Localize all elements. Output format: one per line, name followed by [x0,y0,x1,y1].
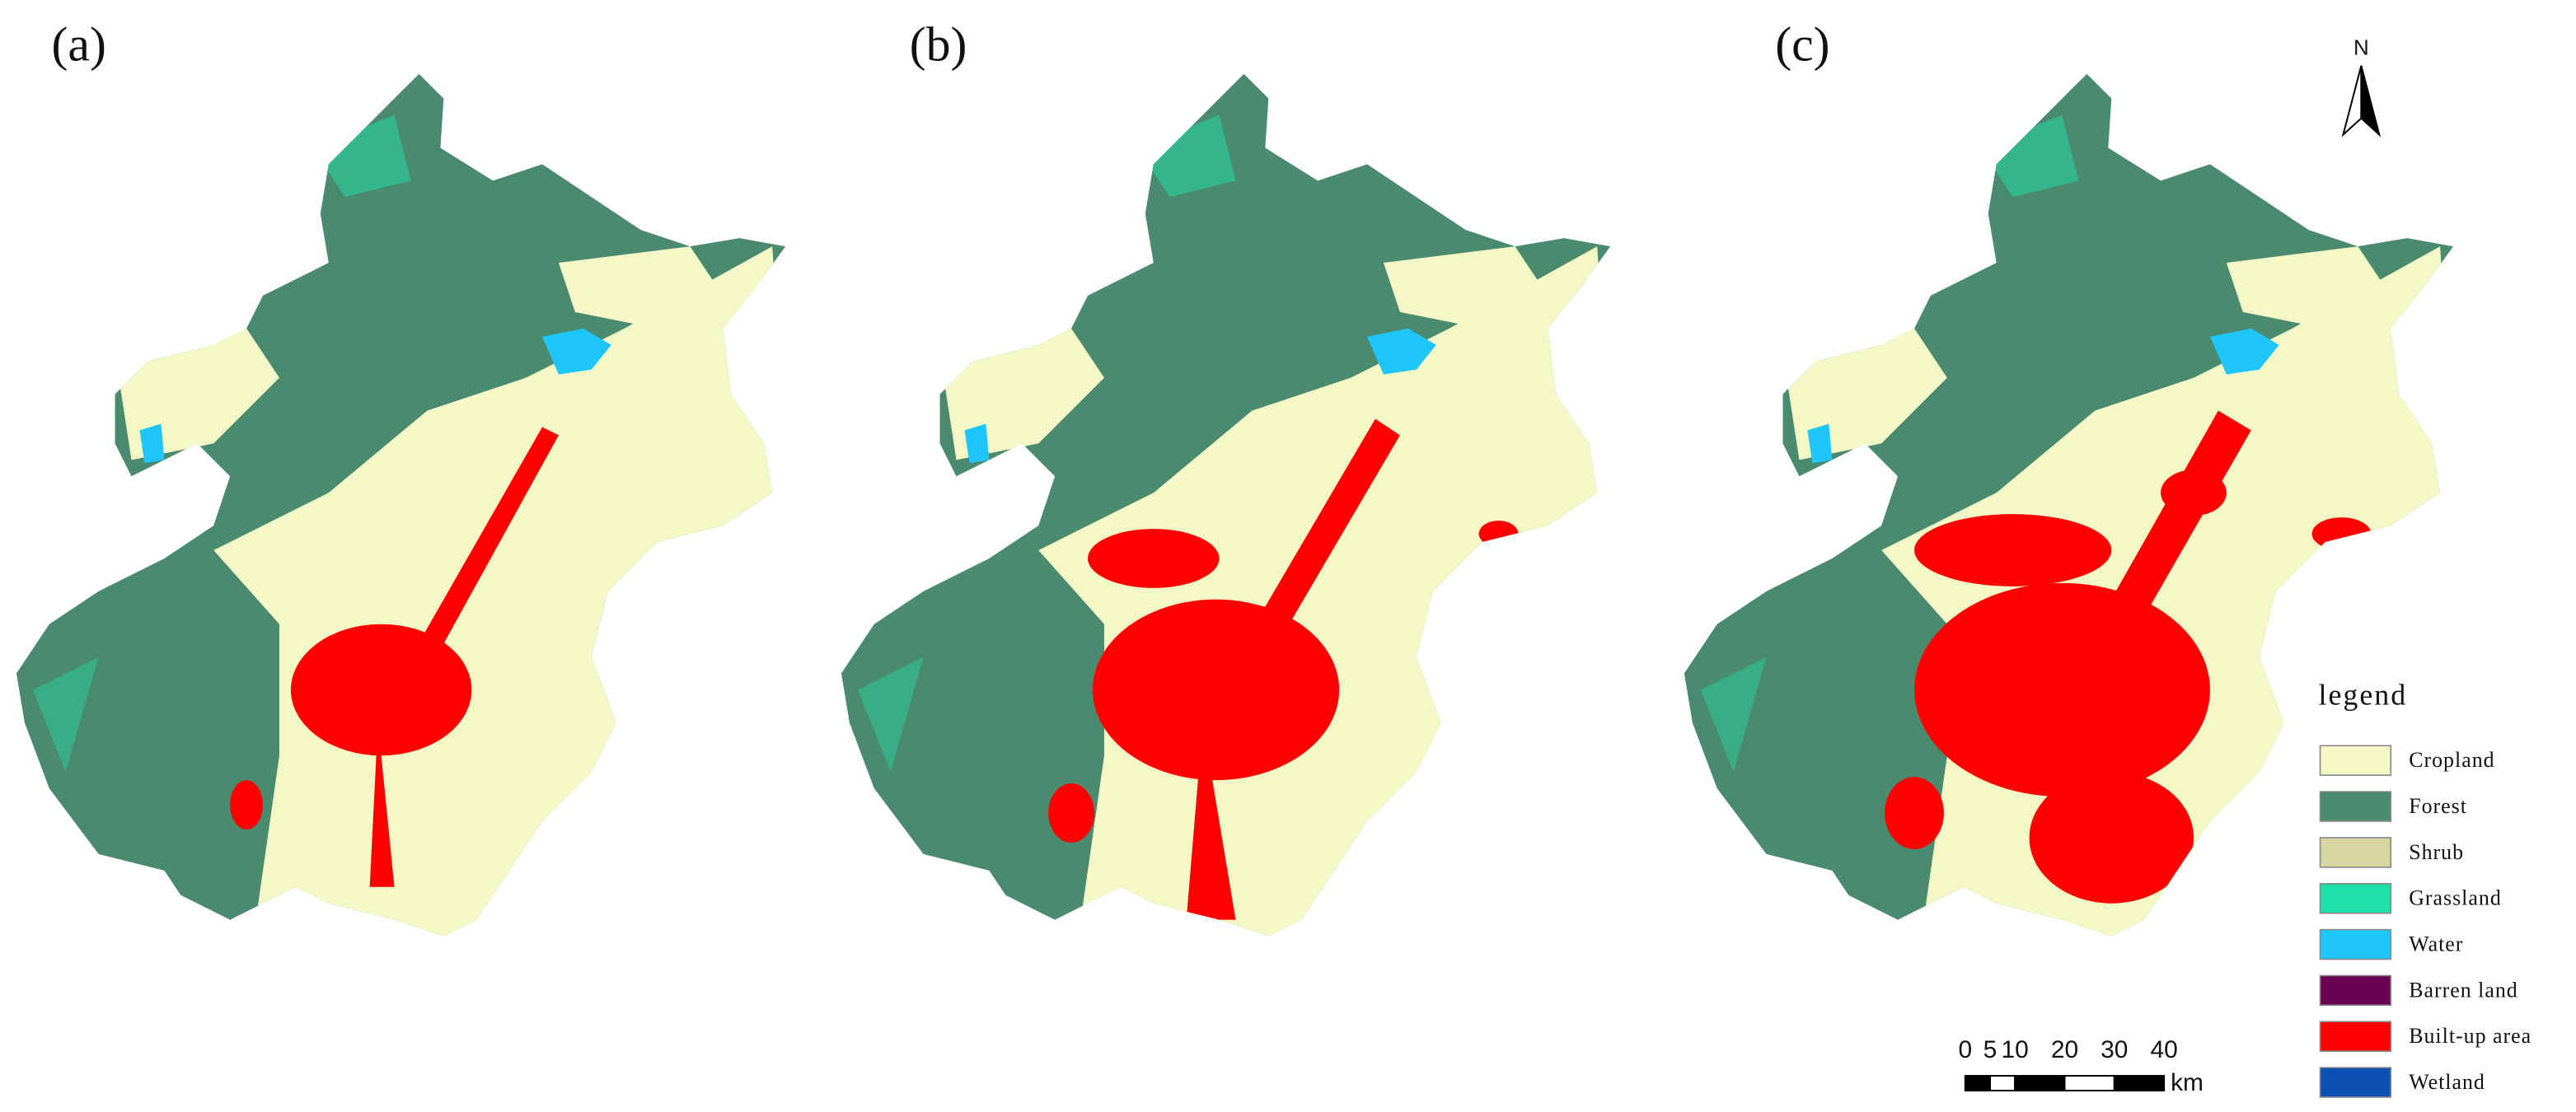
legend-swatch [2319,1067,2392,1098]
legend-swatch [2319,791,2392,822]
legend-label: Water [2409,932,2463,955]
north-label: N [2354,37,2369,60]
scale-unit: km [2171,1069,2204,1096]
scale-label: 30 [2101,1036,2128,1063]
legend-label: Shrub [2409,840,2464,864]
legend-label: Forest [2409,794,2467,818]
scale-segment [1988,1075,2016,1092]
legend-swatch [2319,928,2392,960]
map-a [16,74,822,986]
maps [16,74,2489,986]
legend-swatch [2319,745,2392,776]
scale-label: 20 [2051,1036,2078,1063]
legend-label: Built-up area [2409,1024,2532,1048]
map-b [841,74,1646,986]
legend-label: Wetland [2409,1070,2485,1094]
figure-content: (a) (b) (c) N legend Cropland Forest Shrub… [16,17,2532,1098]
legend-title: legend [2319,679,2408,712]
legend: Cropland Forest Shrub Grassland Water Barren … [2319,745,2532,1098]
panel-label: (b) [910,17,967,72]
map-c [1684,74,2489,986]
legend-swatch [2319,1021,2392,1052]
north-arrow: N [2341,37,2382,138]
scale-segment [2063,1075,2115,1092]
scale-segment [1964,1075,1991,1092]
scale-label: 10 [2002,1036,2029,1063]
scale-label: 0 [1959,1036,1973,1063]
legend-swatch [2319,882,2392,914]
panel-label: (a) [52,17,106,72]
legend-label: Cropland [2409,748,2494,772]
legend-label: Grassland [2409,886,2502,910]
scale-segment [2113,1075,2166,1092]
scale-segment [2014,1075,2066,1092]
panel-label: (c) [1775,17,1829,72]
scale-label: 40 [2150,1036,2177,1063]
scale-label: 5 [1984,1036,1998,1063]
scale-bar: 0 5 10 20 30 40 km [1959,1036,2204,1096]
legend-swatch [2319,974,2392,1007]
legend-swatch [2319,837,2392,868]
legend-label: Barren land [2409,978,2518,1002]
